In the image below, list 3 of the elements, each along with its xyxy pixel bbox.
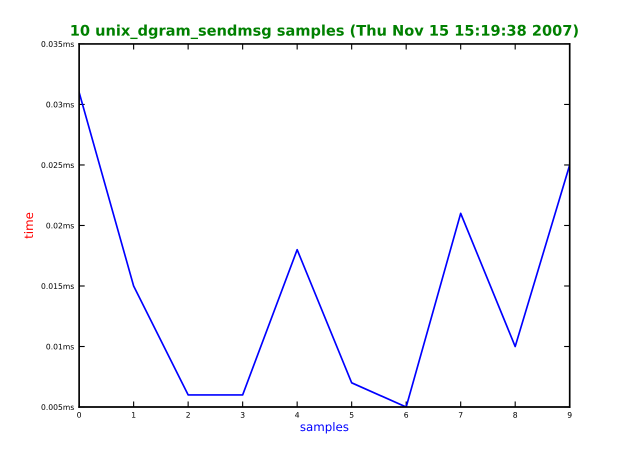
y-axis-title: time bbox=[24, 212, 34, 238]
x-axis-title: samples bbox=[300, 422, 348, 434]
chart-title: 10 unix_dgram_sendmsg samples (Thu Nov 15 15:19:38 2007) bbox=[71, 24, 578, 40]
